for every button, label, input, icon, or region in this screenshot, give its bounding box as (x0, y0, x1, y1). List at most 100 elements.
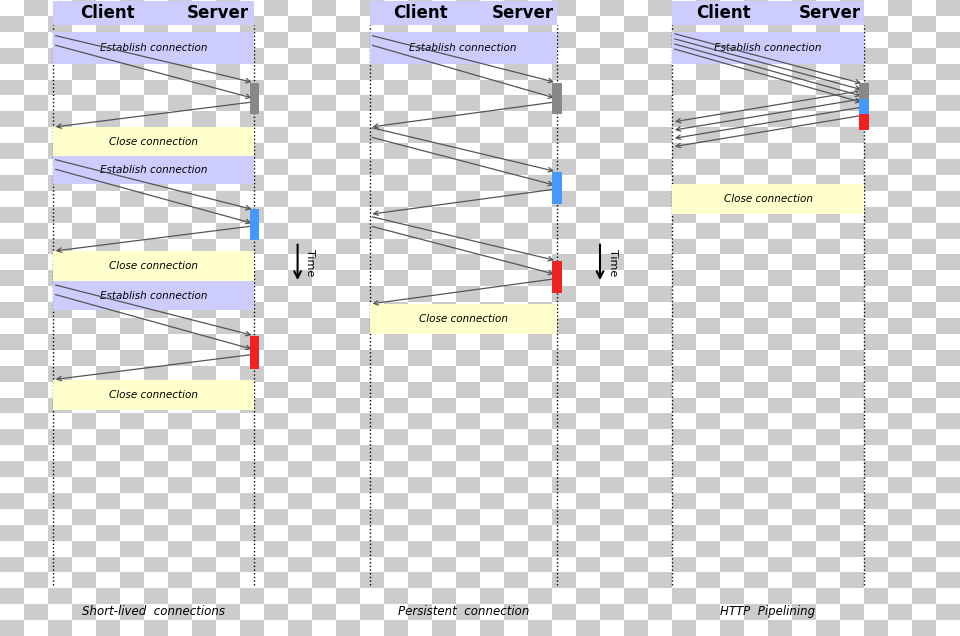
Bar (504, 461, 528, 477)
Bar (216, 366, 240, 382)
Bar (120, 334, 144, 350)
Bar (192, 350, 216, 366)
Bar (288, 445, 312, 461)
Bar (216, 398, 240, 413)
Bar (528, 80, 552, 95)
Text: Client: Client (393, 4, 447, 22)
Bar (648, 254, 672, 270)
Bar (792, 159, 816, 175)
Bar (912, 286, 936, 302)
Bar (168, 32, 192, 48)
Bar (120, 509, 144, 525)
Bar (528, 207, 552, 223)
Bar (720, 509, 744, 525)
Bar (912, 191, 936, 207)
Bar (432, 541, 456, 556)
Bar (552, 302, 576, 318)
Bar (768, 207, 792, 223)
Bar (840, 286, 864, 302)
Bar (72, 572, 96, 588)
Bar (53, 251, 254, 281)
Bar (384, 493, 408, 509)
Bar (744, 64, 768, 80)
Bar (480, 270, 504, 286)
Bar (264, 525, 288, 541)
Bar (480, 95, 504, 111)
Bar (384, 350, 408, 366)
Bar (240, 270, 264, 286)
Bar (120, 127, 144, 143)
Bar (624, 286, 648, 302)
Bar (552, 261, 562, 293)
Bar (384, 509, 408, 525)
Bar (576, 302, 600, 318)
Bar (216, 207, 240, 223)
Bar (648, 493, 672, 509)
Bar (456, 318, 480, 334)
Bar (96, 16, 120, 32)
Bar (912, 80, 936, 95)
Bar (696, 461, 720, 477)
Bar (216, 334, 240, 350)
Bar (672, 572, 696, 588)
Bar (888, 207, 912, 223)
Bar (624, 509, 648, 525)
Bar (312, 48, 336, 64)
Bar (24, 398, 48, 413)
Bar (792, 127, 816, 143)
Bar (912, 556, 936, 572)
Bar (360, 541, 384, 556)
Bar (576, 493, 600, 509)
Bar (528, 509, 552, 525)
Bar (288, 398, 312, 413)
Bar (336, 175, 360, 191)
Bar (600, 254, 624, 270)
Bar (936, 159, 960, 175)
Bar (792, 95, 816, 111)
Bar (240, 572, 264, 588)
Bar (864, 334, 888, 350)
Bar (288, 413, 312, 429)
Bar (888, 572, 912, 588)
Bar (360, 95, 384, 111)
Bar (0, 556, 24, 572)
Bar (432, 493, 456, 509)
Bar (888, 509, 912, 525)
Bar (144, 334, 168, 350)
Bar (528, 223, 552, 238)
Bar (456, 382, 480, 398)
Bar (600, 143, 624, 159)
Bar (384, 398, 408, 413)
Bar (120, 80, 144, 95)
Bar (24, 302, 48, 318)
Bar (240, 238, 264, 254)
Bar (48, 191, 72, 207)
Bar (792, 286, 816, 302)
Bar (859, 83, 869, 99)
Bar (720, 0, 744, 16)
Bar (0, 32, 24, 48)
Bar (192, 270, 216, 286)
Bar (72, 238, 96, 254)
Bar (816, 143, 840, 159)
Bar (528, 95, 552, 111)
Bar (168, 382, 192, 398)
Bar (816, 270, 840, 286)
Bar (624, 541, 648, 556)
Bar (240, 64, 264, 80)
Bar (432, 16, 456, 32)
Bar (792, 382, 816, 398)
Bar (432, 509, 456, 525)
Bar (840, 588, 864, 604)
Bar (672, 254, 696, 270)
Bar (24, 413, 48, 429)
Bar (936, 588, 960, 604)
Bar (384, 461, 408, 477)
Bar (96, 382, 120, 398)
Bar (240, 493, 264, 509)
Bar (144, 254, 168, 270)
Bar (288, 572, 312, 588)
Bar (792, 254, 816, 270)
Bar (744, 350, 768, 366)
Bar (48, 413, 72, 429)
